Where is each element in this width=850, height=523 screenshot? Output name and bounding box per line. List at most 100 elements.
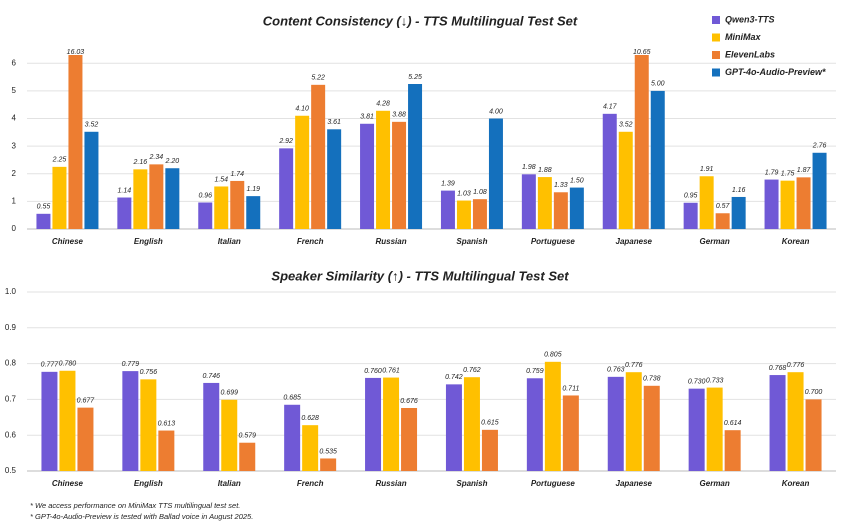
- data-label: 0.759: [526, 368, 544, 375]
- y-tick-label: 0.5: [5, 466, 17, 475]
- legend-label: ElevenLabs: [725, 49, 775, 59]
- bar: [683, 202, 698, 229]
- chart-title: Speaker Similarity (↑) - TTS Multilingua…: [271, 268, 569, 283]
- bar: [805, 399, 822, 471]
- x-tick-label: English: [134, 479, 163, 488]
- bar: [117, 197, 132, 229]
- bar: [140, 379, 157, 471]
- bar: [84, 131, 99, 229]
- y-tick-label: 1: [12, 196, 17, 205]
- x-tick-label: German: [700, 479, 730, 488]
- bars: [41, 361, 822, 471]
- data-label: 3.52: [85, 122, 99, 129]
- bar: [562, 395, 579, 471]
- bar: [472, 199, 487, 229]
- data-label: 0.762: [463, 367, 481, 374]
- y-tick-label: 6: [12, 58, 17, 67]
- x-tick-label: English: [134, 237, 163, 246]
- data-label: 5.22: [311, 75, 325, 82]
- bar: [279, 148, 294, 229]
- x-tick-label: Spanish: [456, 479, 487, 488]
- bar: [52, 166, 67, 229]
- data-label: 3.81: [360, 114, 374, 121]
- data-label: 0.95: [684, 193, 698, 200]
- bar: [327, 129, 342, 229]
- bar: [246, 196, 261, 229]
- data-label: 1.50: [570, 177, 584, 184]
- y-tick-label: 0: [12, 224, 17, 233]
- bar: [607, 376, 624, 471]
- legend-label: GPT-4o-Audio-Preview*: [725, 67, 826, 77]
- footnote: * GPT-4o-Audio-Preview is tested with Ba…: [30, 512, 253, 521]
- data-label: 4.17: [603, 104, 618, 111]
- bar: [731, 196, 746, 229]
- data-label: 1.74: [230, 171, 244, 178]
- data-label: 1.39: [441, 180, 455, 187]
- bar: [569, 187, 584, 229]
- bar: [392, 121, 407, 229]
- bar: [634, 55, 649, 229]
- data-label: 0.776: [625, 362, 643, 369]
- x-tick-label: Korean: [782, 237, 810, 246]
- bar: [221, 399, 238, 471]
- bar: [699, 176, 714, 229]
- data-label: 1.19: [246, 186, 260, 193]
- bar: [780, 180, 795, 229]
- data-label: 0.699: [220, 390, 238, 397]
- y-tick-label: 0.6: [5, 430, 17, 439]
- data-label: 4.00: [489, 108, 503, 115]
- bar: [796, 177, 811, 229]
- x-tick-label: French: [297, 479, 324, 488]
- data-label: 2.25: [52, 157, 67, 164]
- bar: [41, 371, 58, 471]
- data-label: 0.805: [544, 352, 562, 359]
- data-label: 0.614: [724, 420, 742, 427]
- bar: [445, 384, 462, 471]
- bar: [553, 192, 568, 229]
- bar: [408, 84, 423, 229]
- x-tick-label: Italian: [218, 479, 241, 488]
- data-label: 0.777: [41, 362, 60, 369]
- y-tick-label: 3: [12, 141, 17, 150]
- data-label: 0.57: [716, 203, 731, 210]
- data-label: 0.776: [787, 362, 805, 369]
- data-label: 2.92: [278, 138, 293, 145]
- data-label: 0.761: [382, 367, 400, 374]
- data-label: 1.54: [214, 176, 228, 183]
- x-tick-label: Japanese: [616, 479, 653, 488]
- data-label: 2.76: [812, 143, 827, 150]
- x-tick-label: German: [700, 237, 730, 246]
- bars: [36, 55, 827, 230]
- data-label: 1.88: [538, 167, 552, 174]
- data-label: 0.780: [59, 361, 77, 368]
- x-tick-label: Russian: [375, 479, 406, 488]
- data-label: 0.700: [805, 389, 823, 396]
- bar: [68, 55, 83, 229]
- data-label: 1.14: [118, 187, 132, 194]
- bar: [787, 372, 804, 471]
- x-tick-label: Spanish: [456, 237, 487, 246]
- bar: [198, 202, 213, 229]
- bar: [618, 131, 633, 229]
- data-label: 0.779: [122, 361, 140, 368]
- data-label: 3.88: [392, 112, 406, 119]
- data-label: 0.96: [198, 192, 212, 199]
- bar: [158, 430, 175, 471]
- x-tick-label: Russian: [375, 237, 406, 246]
- data-label: 0.579: [238, 433, 256, 440]
- bar: [320, 458, 337, 471]
- data-label: 0.738: [643, 376, 661, 383]
- bar: [122, 371, 139, 471]
- data-label: 2.20: [165, 158, 180, 165]
- data-label: 0.763: [607, 367, 625, 374]
- bar: [133, 169, 148, 229]
- data-label: 5.00: [651, 81, 665, 88]
- data-label: 4.28: [376, 101, 390, 108]
- y-tick-label: 0.9: [5, 323, 17, 332]
- bar: [376, 110, 391, 229]
- bar: [383, 377, 400, 471]
- bar: [769, 375, 786, 471]
- bar: [764, 179, 779, 229]
- x-tick-label: Portuguese: [531, 237, 576, 246]
- data-label: 0.730: [688, 379, 706, 386]
